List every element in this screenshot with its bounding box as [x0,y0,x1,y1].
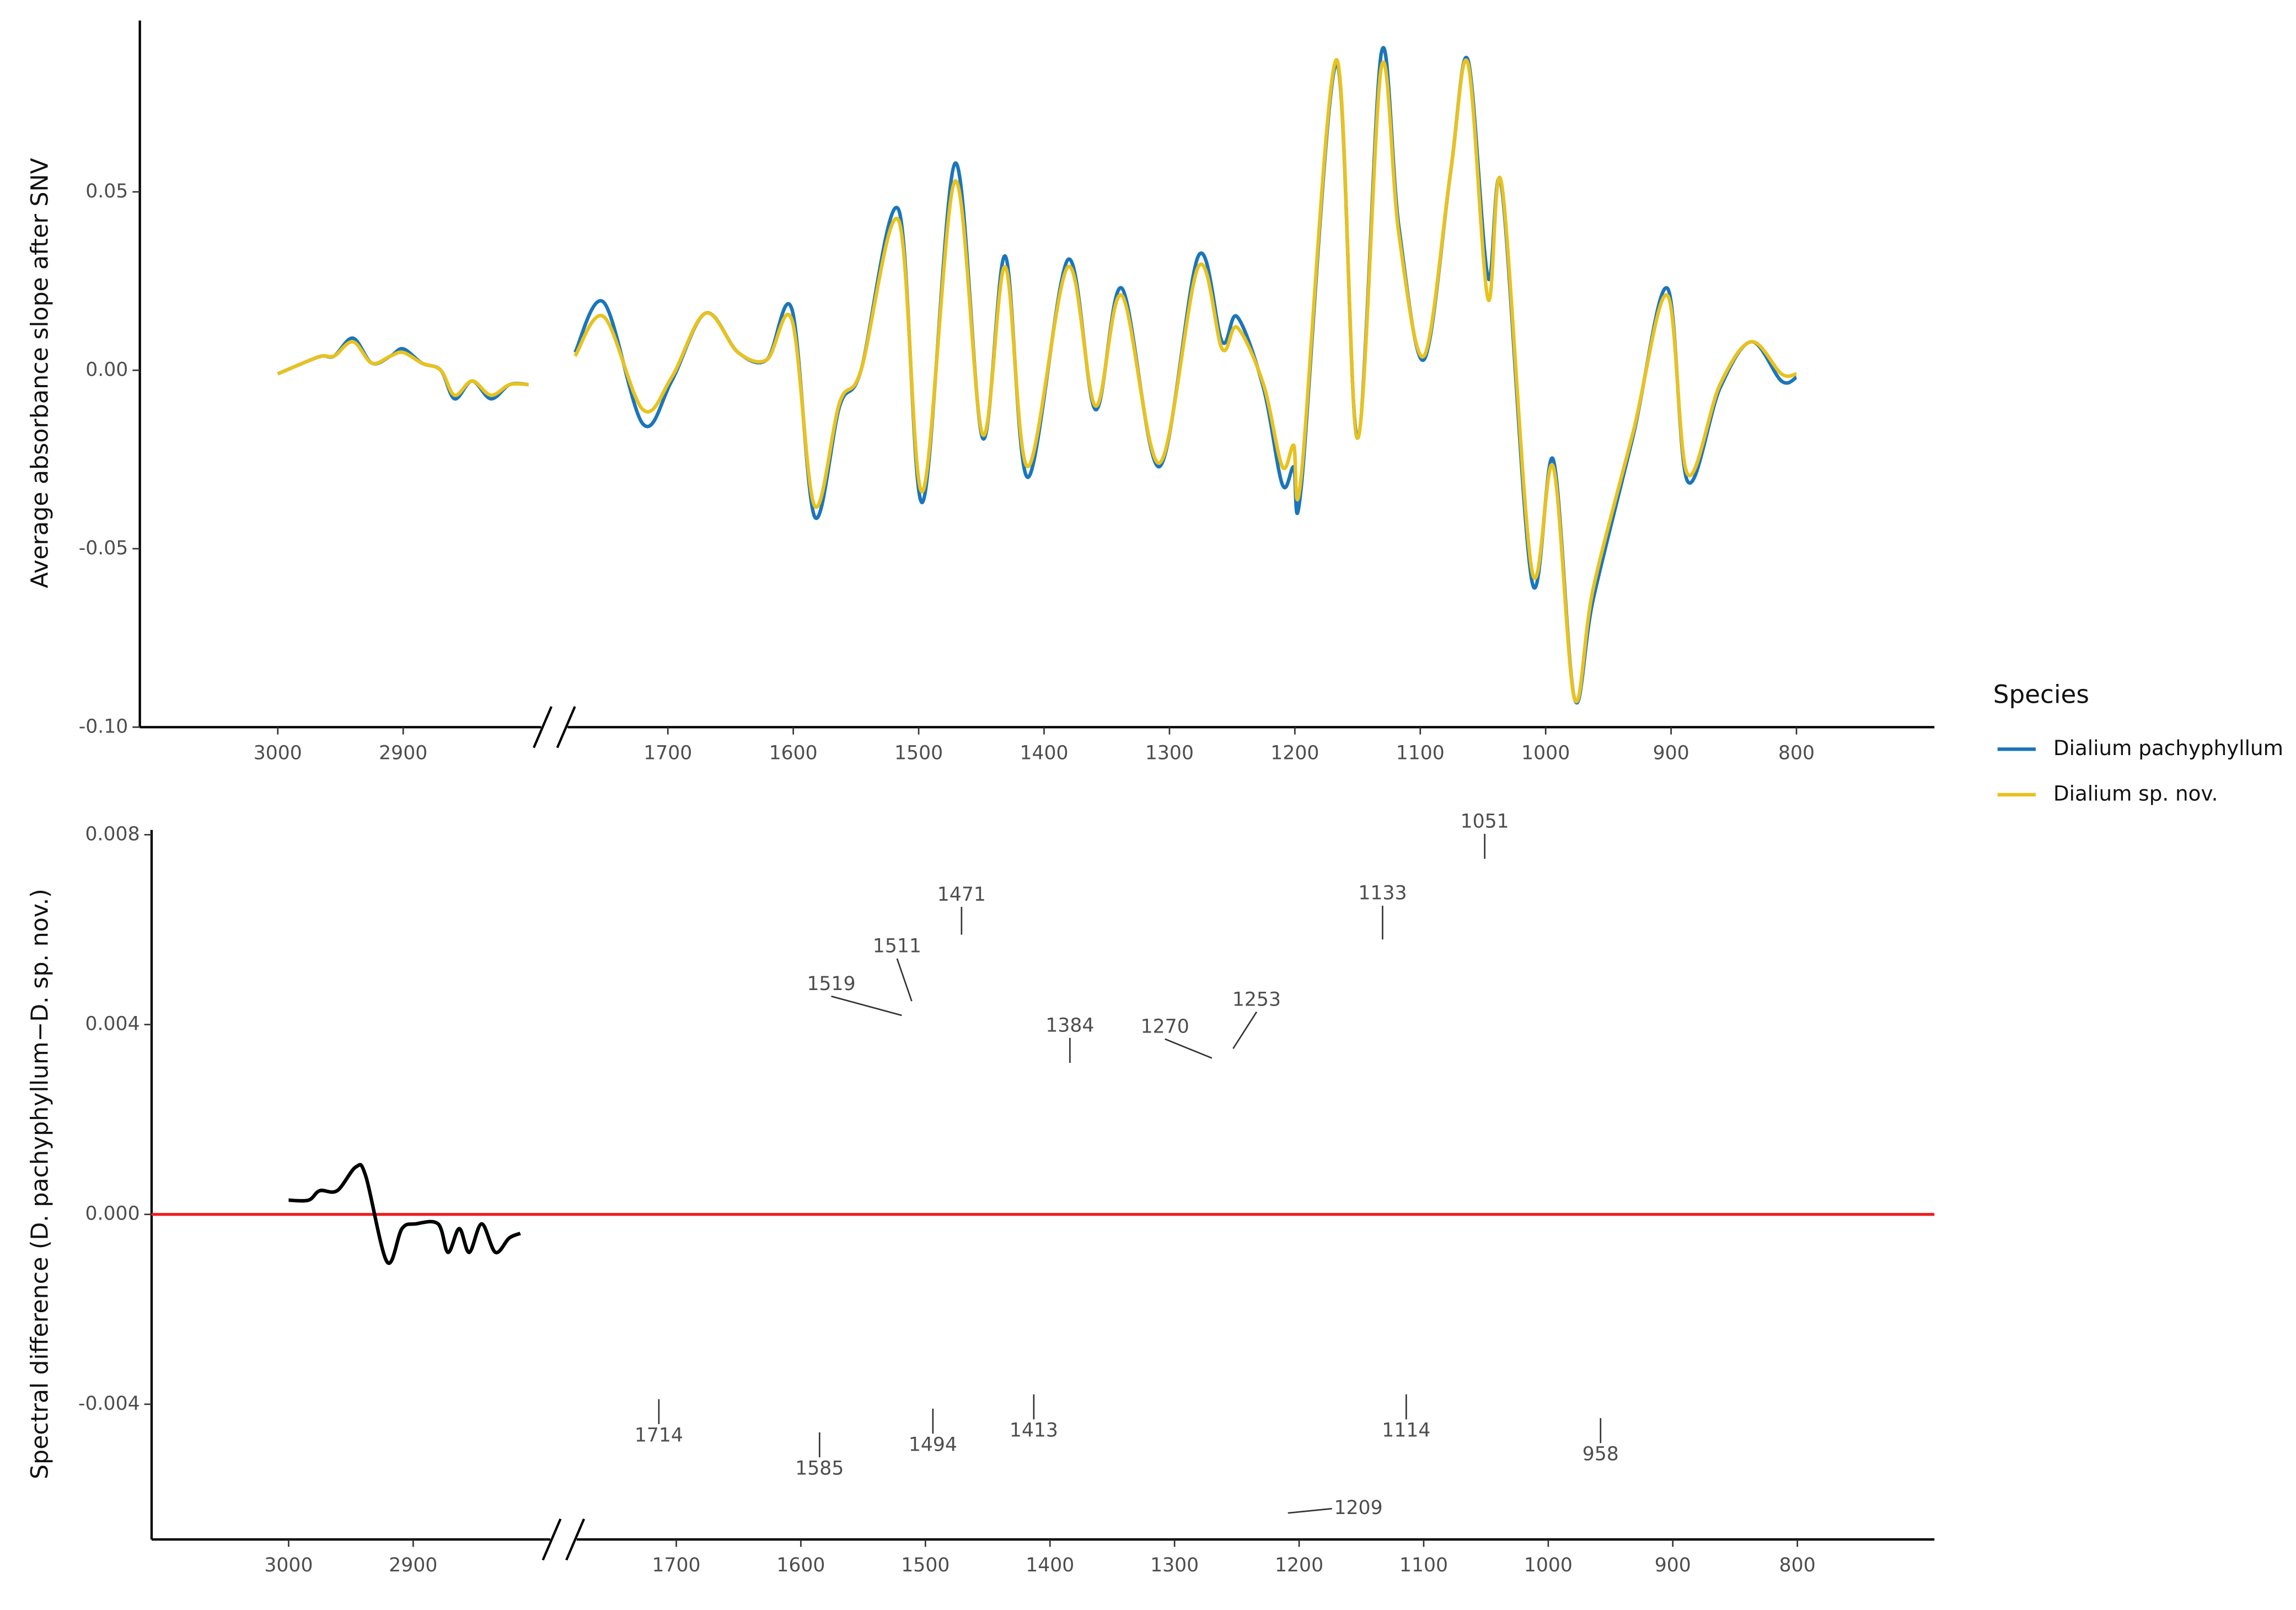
x-tick-label: 1500 [901,1554,949,1576]
x-tick-label: 800 [1779,1554,1816,1576]
x-tick-label: 800 [1778,742,1815,764]
x-tick-label: 1300 [1145,742,1194,764]
x-tick-label: 3000 [264,1554,313,1576]
axis-break [541,1518,562,1561]
x-tick-label: 1700 [652,1554,700,1576]
annotation-label: 1209 [1334,1497,1383,1519]
x-tick-label: 1000 [1521,742,1570,764]
y-tick-label: -0.05 [79,537,128,559]
x-tick-label: 1400 [1026,1554,1074,1576]
annotation-leader [831,996,902,1017]
x-tick-label: 1200 [1270,742,1319,764]
x-tick-label: 1400 [1020,742,1068,764]
annotation-label: 1051 [1461,810,1509,832]
data-line [277,46,1798,705]
x-tick-label: 1600 [769,742,818,764]
annotation-label: 1384 [1045,1014,1094,1036]
x-tick-label: 900 [1653,742,1689,764]
annotation-leader [1232,1011,1258,1049]
y-axis-label: Average absorbance slope after SNV [26,158,54,588]
x-tick-label: 1500 [894,742,943,764]
x-tick-label: 1100 [1396,742,1445,764]
x-tick-label: 1300 [1150,1554,1199,1576]
annotation-label: 1511 [873,935,921,958]
y-axis-label: Spectral difference (D. pachyphyllum−D. … [26,889,54,1479]
y-tick-label: 0.05 [85,180,128,202]
axis-break [556,706,576,748]
data-line [288,1163,521,1265]
x-tick-label: 1600 [776,1554,825,1576]
x-tick-label: 2900 [389,1554,437,1576]
axis-break [565,1518,586,1561]
y-tick-label: -0.004 [78,1393,140,1415]
x-tick-label: 1000 [1524,1554,1573,1576]
annotation-label: 1270 [1141,1015,1189,1037]
annotation-label: 1494 [909,1434,957,1456]
y-tick-label: 0.000 [85,1203,140,1225]
annotation-label: 1519 [807,973,856,995]
x-tick-label: 3000 [254,742,302,764]
annotation-label: 1114 [1382,1420,1430,1442]
annotation-label: 958 [1582,1443,1619,1465]
data-line [277,58,1797,704]
x-tick-label: 900 [1655,1554,1691,1576]
legend-label: Dialium pachyphyllum [2053,736,2283,760]
annotation-label: 1133 [1358,882,1407,905]
y-tick-label: 0.004 [85,1013,140,1035]
annotation-label: 1471 [937,884,986,906]
annotation-label: 1413 [1010,1420,1058,1442]
y-tick-label: 0.008 [85,823,140,845]
annotation-label: 1253 [1232,988,1281,1010]
legend-title: Species [1993,680,2089,709]
x-tick-label: 1700 [643,742,692,764]
annotation-leader [1165,1038,1213,1059]
x-tick-label: 2900 [379,742,427,764]
y-tick-label: 0.00 [85,359,128,381]
axis-break [533,706,552,748]
annotation-label: 1585 [795,1458,844,1480]
legend-label: Dialium sp. nov. [2053,781,2218,805]
x-tick-label: 1200 [1275,1554,1323,1576]
x-tick-label: 1100 [1399,1554,1448,1576]
y-tick-label: -0.10 [79,715,128,737]
annotation-label: 1714 [635,1424,683,1446]
annotation-leader [896,958,913,1002]
annotation-leader [1288,1507,1332,1514]
